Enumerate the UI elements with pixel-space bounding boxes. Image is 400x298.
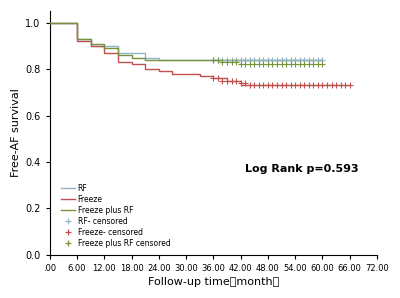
Point bbox=[233, 78, 239, 83]
Point bbox=[306, 58, 312, 62]
Text: Log Rank p=0.593: Log Rank p=0.593 bbox=[245, 164, 359, 174]
Point bbox=[210, 58, 216, 62]
Point bbox=[296, 83, 303, 88]
Point bbox=[292, 58, 298, 62]
Point bbox=[242, 62, 248, 67]
Point bbox=[233, 58, 239, 62]
Point bbox=[306, 83, 312, 88]
Point bbox=[246, 62, 253, 67]
Point bbox=[251, 62, 258, 67]
Point bbox=[310, 58, 316, 62]
Point bbox=[260, 62, 266, 67]
Point bbox=[274, 83, 280, 88]
Point bbox=[228, 78, 235, 83]
Point bbox=[283, 58, 289, 62]
Point bbox=[301, 62, 308, 67]
Point bbox=[324, 83, 330, 88]
Point bbox=[342, 83, 348, 88]
Point bbox=[238, 62, 244, 67]
Point bbox=[338, 83, 344, 88]
Point bbox=[215, 76, 221, 81]
Point bbox=[310, 62, 316, 67]
Point bbox=[274, 62, 280, 67]
Point bbox=[265, 58, 271, 62]
Point bbox=[315, 62, 321, 67]
Point bbox=[288, 62, 294, 67]
Point bbox=[296, 62, 303, 67]
Point bbox=[319, 58, 326, 62]
Point bbox=[238, 58, 244, 62]
Point bbox=[219, 58, 226, 62]
Point bbox=[283, 62, 289, 67]
Point bbox=[269, 62, 276, 67]
Point bbox=[224, 58, 230, 62]
Y-axis label: Free-AF survival: Free-AF survival bbox=[11, 89, 21, 177]
Point bbox=[319, 83, 326, 88]
Point bbox=[265, 83, 271, 88]
Point bbox=[278, 83, 285, 88]
Point bbox=[260, 58, 266, 62]
Point bbox=[210, 58, 216, 62]
Point bbox=[251, 58, 258, 62]
Point bbox=[210, 76, 216, 81]
Point bbox=[328, 83, 335, 88]
Point bbox=[333, 83, 339, 88]
Point bbox=[269, 58, 276, 62]
Point bbox=[319, 62, 326, 67]
Point bbox=[228, 60, 235, 65]
Point bbox=[219, 60, 226, 65]
Point bbox=[274, 58, 280, 62]
Point bbox=[306, 62, 312, 67]
Point bbox=[228, 58, 235, 62]
Point bbox=[260, 83, 266, 88]
Point bbox=[265, 62, 271, 67]
Point bbox=[233, 60, 239, 65]
Point bbox=[256, 83, 262, 88]
Point bbox=[219, 78, 226, 83]
Point bbox=[224, 78, 230, 83]
Point bbox=[256, 62, 262, 67]
Point bbox=[301, 83, 308, 88]
Point bbox=[288, 58, 294, 62]
Point bbox=[242, 81, 248, 86]
Point bbox=[242, 58, 248, 62]
Point bbox=[246, 83, 253, 88]
Point bbox=[283, 83, 289, 88]
Point bbox=[224, 60, 230, 65]
X-axis label: Follow-up time（month）: Follow-up time（month） bbox=[148, 277, 279, 287]
Point bbox=[292, 83, 298, 88]
Point bbox=[292, 62, 298, 67]
Point bbox=[315, 58, 321, 62]
Point bbox=[215, 58, 221, 62]
Point bbox=[238, 81, 244, 86]
Point bbox=[278, 62, 285, 67]
Point bbox=[301, 58, 308, 62]
Point bbox=[278, 58, 285, 62]
Point bbox=[315, 83, 321, 88]
Point bbox=[269, 83, 276, 88]
Point bbox=[215, 58, 221, 62]
Point bbox=[256, 58, 262, 62]
Point bbox=[251, 83, 258, 88]
Point bbox=[310, 83, 316, 88]
Point bbox=[246, 58, 253, 62]
Legend: RF, Freeze, Freeze plus RF, RF- censored, Freeze- censored, Freeze plus RF censo: RF, Freeze, Freeze plus RF, RF- censored… bbox=[60, 183, 171, 249]
Point bbox=[288, 83, 294, 88]
Point bbox=[296, 58, 303, 62]
Point bbox=[346, 83, 353, 88]
